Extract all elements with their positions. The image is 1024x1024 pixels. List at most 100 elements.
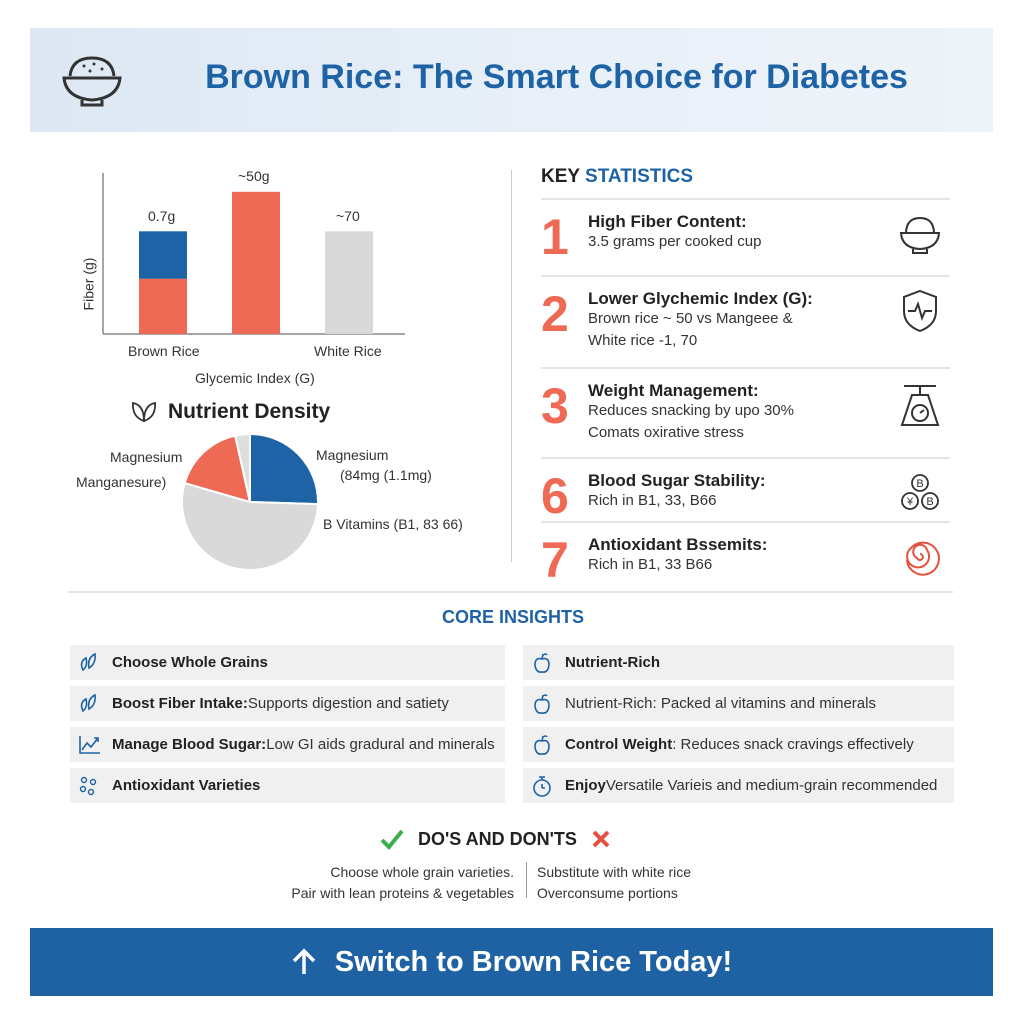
donts-list: Substitute with white rice Overconsume p…: [537, 862, 691, 904]
leaf-icon: [80, 652, 96, 671]
stat-description: Rich in B1, 33, B66: [588, 492, 717, 509]
insight-card: Enjoy Versatile Varieis and medium-grain…: [523, 768, 954, 803]
vitamin-b-icon: BB¥: [901, 474, 939, 510]
bar-value-label: ~50g: [238, 168, 270, 184]
dos-list: Choose whole grain varieties. Pair with …: [291, 862, 514, 904]
stat-description: 3.5 grams per cooked cup: [588, 233, 762, 250]
bar-value-label: ~70: [336, 208, 360, 224]
bar-segment: [139, 231, 187, 279]
stat-separator: [541, 198, 950, 200]
insight-card: Nutrient-Rich: Packed al vitamins and mi…: [523, 686, 954, 721]
dos-divider: [526, 862, 527, 898]
insight-card: Manage Blood Sugar: Low GI aids gradural…: [70, 727, 505, 762]
pie-slice: [183, 434, 252, 504]
stat-item: 3 Weight Management: Reduces snacking by …: [541, 381, 961, 451]
insight-title: Enjoy: [565, 777, 606, 794]
stat-description: Rich in B1, 33 B66: [588, 556, 713, 573]
stat-number: 6: [541, 468, 569, 524]
svg-text:B: B: [916, 478, 923, 490]
insight-title: Control Weight: [565, 736, 673, 753]
pie-slice: [233, 432, 251, 503]
bar-segment: [232, 191, 280, 334]
stat-description: Brown rice ~ 50 vs Mangeee &: [588, 310, 793, 327]
insight-title: Choose Whole Grains: [112, 654, 268, 671]
key-statistics-title: KEY STATISTICS: [541, 166, 694, 187]
insight-text: Low GI aids gradural and minerals: [266, 736, 495, 753]
dont-item: Substitute with white rice: [537, 864, 692, 880]
do-item: Choose whole grain varieties.: [330, 864, 514, 880]
apple-icon: [534, 693, 550, 714]
insight-text: Supports digestion and satiety: [247, 695, 449, 712]
stat-number: 1: [541, 209, 569, 265]
bar-segment: [139, 278, 187, 334]
spiral-icon: [906, 541, 940, 576]
nutrient-density-title: Nutrient Density: [168, 400, 331, 423]
insight-title: Manage Blood Sugar:: [112, 736, 267, 753]
insight-title: Boost Fiber Intake:: [112, 695, 248, 712]
bar-segment: [325, 231, 373, 334]
stat-description: Reduces snacking by upo 30%: [588, 402, 794, 419]
leaf-icon: [132, 401, 156, 423]
do-item: Pair with lean proteins & vegetables: [291, 885, 514, 901]
stat-item: 1 High Fiber Content: 3.5 grams per cooke…: [541, 212, 961, 282]
shield-pulse-icon: [903, 289, 937, 333]
rice-bowl-icon: [62, 56, 122, 107]
stat-number: 3: [541, 378, 569, 434]
stopwatch-icon: [533, 775, 551, 797]
pie-slice: [181, 481, 319, 571]
svg-text:¥: ¥: [906, 496, 914, 508]
page-title: Brown Rice: The Smart Choice for Diabete…: [205, 58, 908, 96]
stat-description: Comats oxirative stress: [588, 424, 744, 441]
dont-item: Overconsume portions: [537, 885, 678, 901]
core-insights-title: CORE INSIGHTS: [441, 607, 584, 627]
stat-title: Antioxidant Bssemits:: [588, 535, 768, 554]
insight-card: Choose Whole Grains: [70, 645, 505, 680]
pie-label: Manganesure): [76, 474, 167, 490]
dos-donts-heading: DO'S AND DON'TS: [380, 826, 630, 852]
stat-item: 6 Blood Sugar Stability: Rich in B1, 33, …: [541, 471, 961, 541]
cta-label: Switch to Brown Rice Today!: [334, 945, 733, 978]
stat-title: Lower Glychemic Index (G):: [588, 289, 813, 308]
stat-separator: [541, 457, 950, 459]
stat-title: Blood Sugar Stability:: [588, 471, 766, 490]
apple-icon: [534, 652, 550, 673]
stat-separator: [541, 521, 950, 523]
fiber-bar-chart: [102, 173, 405, 335]
pie-label: Magnesium: [110, 449, 183, 465]
insight-title: Antioxidant Varieties: [112, 777, 261, 794]
column-divider: [511, 170, 512, 562]
insight-title: Nutrient-Rich: [565, 654, 660, 671]
insight-text: Nutrient-Rich: Packed al vitamins and mi…: [565, 695, 876, 712]
pie-slice: [249, 432, 319, 506]
stat-item: 2 Lower Glychemic Index (G): Brown rice ~…: [541, 289, 961, 359]
header-banner: Brown Rice: The Smart Choice for Diabete…: [30, 28, 993, 132]
cross-icon: [592, 830, 610, 848]
stat-title: Weight Management:: [588, 381, 759, 400]
nutrient-pie-chart: [181, 432, 319, 571]
insight-card: Nutrient-Rich: [523, 645, 954, 680]
stat-number: 2: [541, 286, 569, 342]
switch-cta-button[interactable]: Switch to Brown Rice Today!: [30, 928, 993, 996]
stat-number: 7: [541, 532, 569, 588]
rice-bowl-icon: [899, 216, 941, 254]
pie-label: Magnesium: [316, 447, 389, 463]
apple-icon: [534, 734, 550, 755]
stat-item: 7 Antioxidant Bssemits: Rich in B1, 33 B6…: [541, 535, 961, 605]
insight-text: Versatile Varieis and medium-grain recom…: [605, 777, 938, 794]
stat-separator: [541, 275, 950, 277]
insight-text: : Reduces snack cravings effectively: [672, 736, 914, 753]
checkmark-icon: [380, 829, 404, 850]
chart-up-icon: [79, 735, 100, 754]
stat-title: High Fiber Content:: [588, 212, 747, 231]
svg-text:B: B: [926, 496, 933, 508]
molecules-icon: [79, 776, 97, 795]
pie-label: (84mg (1.1mg): [340, 467, 432, 483]
x-axis-label: Glycemic Index (G): [195, 370, 315, 386]
insight-card: Control Weight: Reduces snack cravings e…: [523, 727, 954, 762]
dos-donts-title: DO'S AND DON'TS: [418, 828, 577, 849]
x-tick-label: White Rice: [314, 343, 382, 359]
leaf-icon: [80, 693, 96, 712]
insight-card: Boost Fiber Intake: Supports digestion a…: [70, 686, 505, 721]
stat-description: White rice -1, 70: [588, 332, 698, 349]
scale-icon: [900, 385, 940, 426]
